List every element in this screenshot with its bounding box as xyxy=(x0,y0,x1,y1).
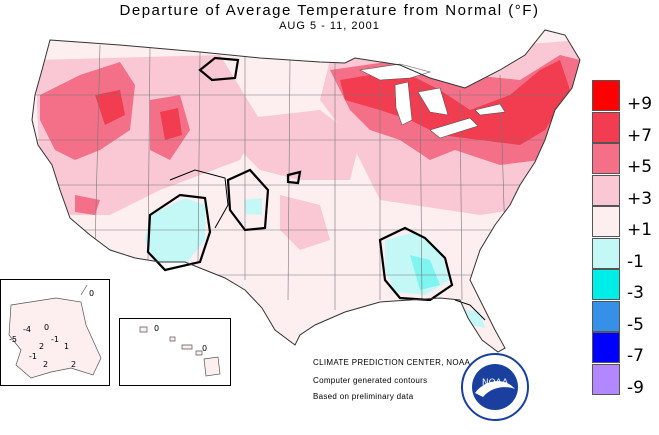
hawaii-map xyxy=(139,326,221,377)
legend-swatch xyxy=(592,237,620,269)
legend-row: +1 xyxy=(592,206,659,240)
alaska-value: 2 xyxy=(43,360,49,369)
legend-label: +3 xyxy=(627,188,653,209)
page-title: Departure of Average Temperature from No… xyxy=(119,2,540,19)
legend-swatch xyxy=(592,363,620,395)
legend-swatch xyxy=(592,80,620,111)
legend-label: +7 xyxy=(627,125,653,146)
credits: CLIMATE PREDICTION CENTER, NOAA Computer… xyxy=(313,356,470,404)
alaska-value: 1 xyxy=(64,342,70,351)
hawaii-inset: 0 0 xyxy=(119,318,231,386)
alaska-value: 0 xyxy=(89,289,95,298)
legend-row: -5 xyxy=(592,300,659,335)
alaska-value: 2 xyxy=(71,360,77,369)
legend-row: +9 xyxy=(592,80,659,114)
legend-row: -9 xyxy=(592,363,659,398)
hawaii-value: 0 xyxy=(154,324,160,333)
legend-label: -9 xyxy=(627,377,644,398)
alaska-value: 0 xyxy=(44,323,50,332)
legend-label: +9 xyxy=(627,94,653,114)
credits-line2: Based on preliminary data xyxy=(313,392,414,401)
legend-swatch xyxy=(592,300,620,332)
credits-center: CLIMATE PREDICTION CENTER, NOAA xyxy=(313,358,471,367)
alaska-value: -5 xyxy=(9,335,17,344)
legend-swatch xyxy=(592,332,620,363)
hawaii-value: 0 xyxy=(202,344,208,353)
legend-label: -1 xyxy=(627,251,644,272)
legend-swatch xyxy=(592,143,620,174)
legend-row: +5 xyxy=(592,143,659,177)
alaska-map xyxy=(8,284,102,379)
noaa-logo-text: NOAA xyxy=(482,378,509,388)
legend-swatch xyxy=(592,269,620,300)
legend-label: +1 xyxy=(627,220,653,240)
legend-row: -3 xyxy=(592,269,659,303)
legend-label: -7 xyxy=(627,346,644,366)
legend-swatch xyxy=(592,174,620,206)
legend-row: -7 xyxy=(592,332,659,366)
alaska-value: -1 xyxy=(51,335,59,344)
legend-row: +3 xyxy=(592,174,659,209)
alaska-inset: 0 -4 -5 -1 0 2 1 -1 2 2 xyxy=(0,279,110,386)
legend-row: +7 xyxy=(592,111,659,146)
alaska-value: -4 xyxy=(23,325,31,334)
legend-swatch xyxy=(592,206,620,237)
legend-swatch xyxy=(592,111,620,143)
legend-label: -5 xyxy=(627,314,644,335)
legend-label: +5 xyxy=(627,157,653,177)
alaska-value: -1 xyxy=(29,352,37,361)
alaska-value: 2 xyxy=(39,342,45,351)
noaa-logo: NOAA xyxy=(461,353,529,421)
legend-row: -1 xyxy=(592,237,659,272)
date-range: AUG 5 - 11, 2001 xyxy=(279,20,380,32)
legend-label: -3 xyxy=(627,283,644,303)
color-legend: +9 +7 +5 +3 +1 -1 -3 -5 -7 -9 xyxy=(592,80,659,398)
credits-line1: Computer generated contours xyxy=(313,376,428,385)
